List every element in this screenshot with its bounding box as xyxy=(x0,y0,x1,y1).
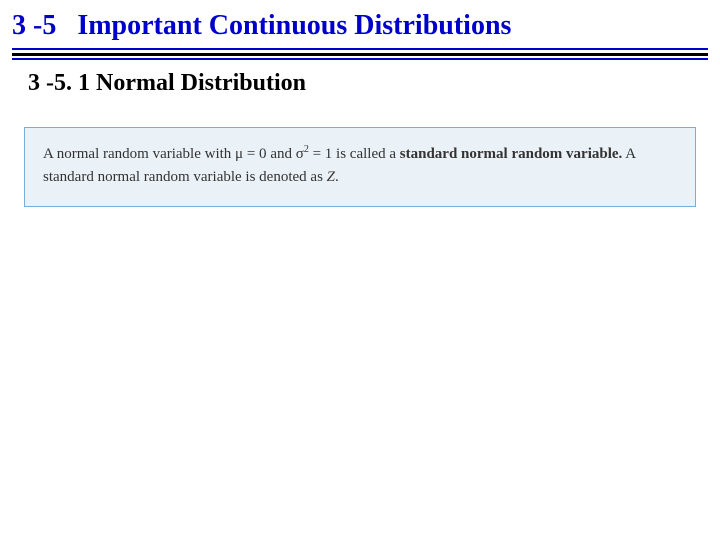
def-Z: Z xyxy=(327,169,335,185)
def-bold: standard normal random variable. xyxy=(400,146,623,162)
section-title-main: Important Continuous Distributions xyxy=(77,10,511,41)
mu-symbol: μ xyxy=(235,146,243,162)
rule-blue-top xyxy=(12,48,708,50)
eq-one: = 1 xyxy=(309,146,332,162)
def-and: and xyxy=(267,146,296,162)
slide-page: 3 -5 Important Continuous Distributions … xyxy=(0,0,720,540)
subsection-title: 3 -5. 1 Normal Distribution xyxy=(28,70,720,97)
def-mid: is called a xyxy=(332,146,399,162)
eq-zero: = 0 xyxy=(243,146,266,162)
def-lead: A normal random variable with xyxy=(43,146,235,162)
subsection-wrap: 3 -5. 1 Normal Distribution xyxy=(0,60,720,97)
sigma-symbol: σ xyxy=(296,146,304,162)
section-title: 3 -5 Important Continuous Distributions xyxy=(12,10,708,42)
section-title-text xyxy=(63,10,77,41)
definition-text: A normal random variable with μ = 0 and … xyxy=(43,142,677,190)
rule-black xyxy=(12,53,708,56)
definition-box: A normal random variable with μ = 0 and … xyxy=(24,127,696,207)
section-title-wrap: 3 -5 Important Continuous Distributions xyxy=(0,0,720,60)
subsection-number: 3 -5. 1 xyxy=(28,70,90,96)
subsection-title-text: Normal Distribution xyxy=(96,70,306,96)
section-number: 3 -5 xyxy=(12,10,56,41)
title-rule xyxy=(12,48,708,60)
def-period: . xyxy=(335,169,339,185)
